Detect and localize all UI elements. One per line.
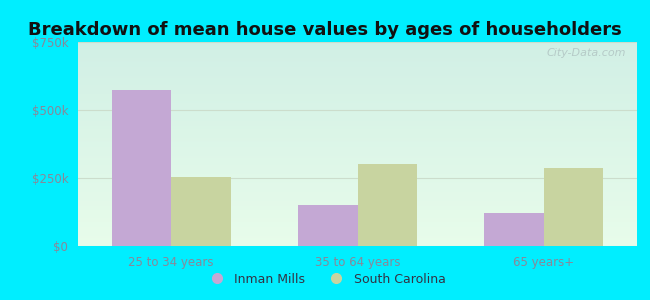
Bar — [358, 164, 417, 246]
Bar — [544, 169, 603, 246]
Bar — [112, 90, 171, 246]
Legend: Inman Mills, South Carolina: Inman Mills, South Carolina — [199, 268, 451, 291]
Bar — [298, 205, 358, 246]
Text: City-Data.com: City-Data.com — [546, 48, 626, 58]
Text: Breakdown of mean house values by ages of householders: Breakdown of mean house values by ages o… — [28, 21, 622, 39]
Bar — [484, 213, 544, 246]
Bar — [171, 177, 231, 246]
